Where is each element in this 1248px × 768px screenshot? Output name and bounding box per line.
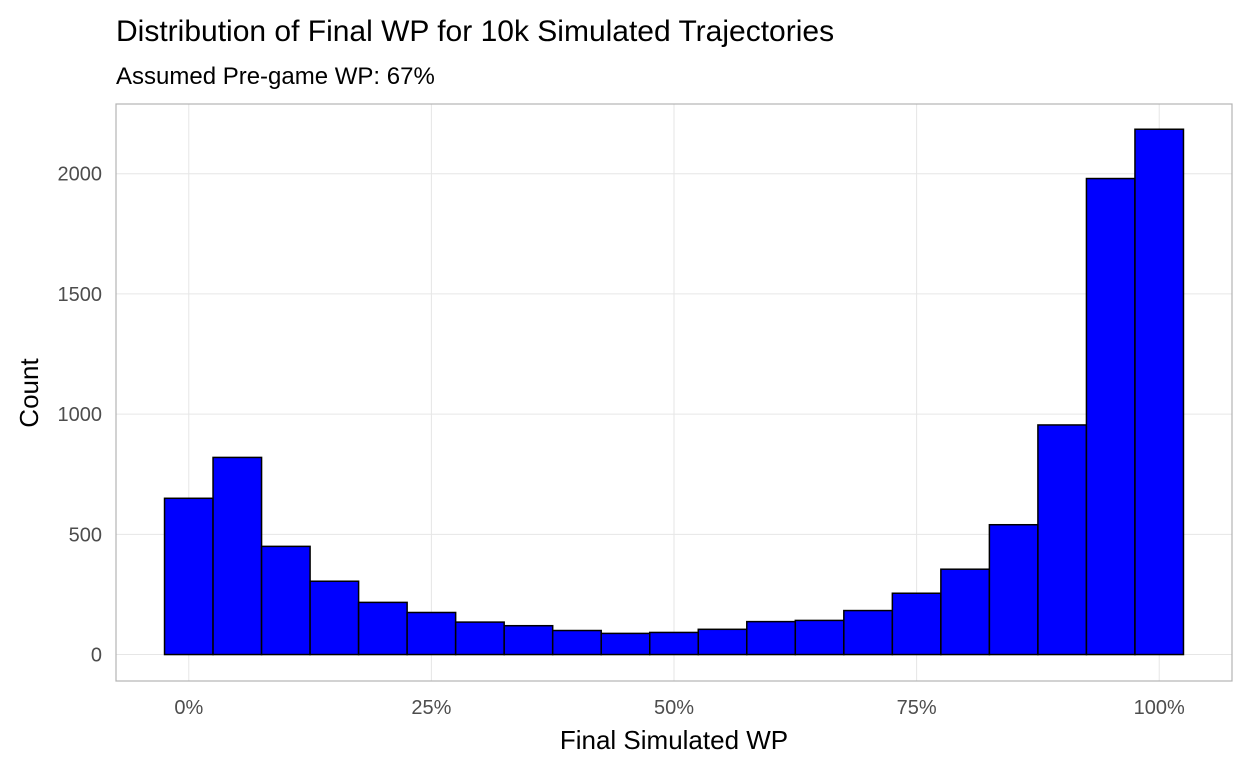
histogram-bar xyxy=(600,632,651,656)
y-tick-label: 1000 xyxy=(58,404,103,426)
x-tick-label: 100% xyxy=(1134,697,1185,719)
histogram-bar xyxy=(940,568,991,656)
histogram-bar xyxy=(697,628,748,656)
y-tick-label: 500 xyxy=(69,524,102,546)
histogram-bar xyxy=(648,631,700,656)
plot-panel-border xyxy=(115,103,1233,682)
x-tick-label: 25% xyxy=(411,697,451,719)
y-tick-label: 1500 xyxy=(58,284,103,306)
histogram-bar xyxy=(309,580,360,656)
histogram-bar xyxy=(843,609,894,656)
x-tick-label: 0% xyxy=(174,697,203,719)
histogram-bar xyxy=(163,497,214,656)
histogram-bars xyxy=(163,128,1185,656)
histogram-bar xyxy=(212,456,263,656)
histogram-bar xyxy=(551,629,602,656)
y-axis-title: Count xyxy=(14,358,44,428)
histogram-bar xyxy=(746,620,797,656)
histogram-bar xyxy=(1134,128,1185,656)
histogram-bar xyxy=(988,523,1039,656)
x-tick-label: 50% xyxy=(654,697,694,719)
y-tick-label: 0 xyxy=(91,645,102,667)
y-axis-tick-labels: 0 500 1000 1500 2000 xyxy=(58,164,103,667)
chart-title: Distribution of Final WP for 10k Simulat… xyxy=(116,15,834,48)
histogram-bar xyxy=(454,621,505,656)
histogram-bar xyxy=(406,611,457,656)
histogram-bar xyxy=(503,624,554,656)
histogram-bar xyxy=(1037,424,1088,656)
x-tick-label: 75% xyxy=(897,697,937,719)
chart-subtitle: Assumed Pre-game WP: 67% xyxy=(116,63,435,90)
histogram-bar xyxy=(1085,177,1136,656)
x-axis-tick-labels: 0% 25% 50% 75% 100% xyxy=(174,697,1185,719)
histogram-bar xyxy=(891,592,942,656)
histogram-bar xyxy=(357,601,408,656)
histogram-bar xyxy=(260,545,311,656)
y-tick-label: 2000 xyxy=(58,164,103,186)
histogram-bar xyxy=(794,619,845,656)
x-axis-title: Final Simulated WP xyxy=(560,725,788,755)
